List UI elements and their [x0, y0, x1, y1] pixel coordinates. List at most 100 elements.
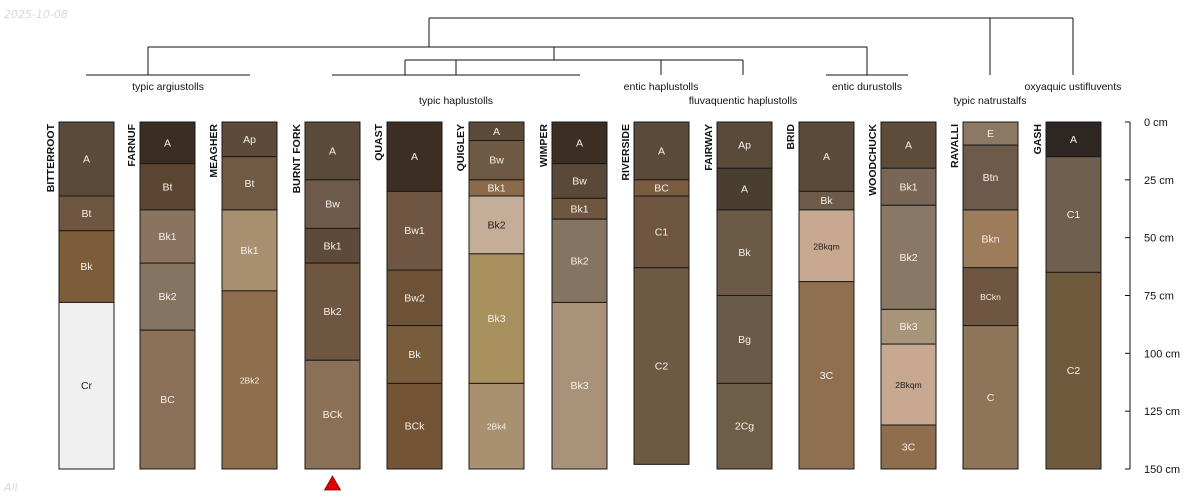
horizon-2bk4 — [468, 382, 525, 470]
horizon-label: A — [1070, 134, 1077, 146]
horizon-bk1 — [304, 227, 361, 264]
horizon-bk3 — [880, 308, 937, 345]
horizon-2cg — [716, 382, 773, 470]
horizon-label: Bk2 — [570, 255, 588, 267]
horizon-label: A — [329, 145, 336, 157]
profile-quast: A Bw1 Bw2 Bk BCk QUAST — [373, 121, 443, 470]
horizon-label: Bw1 — [404, 225, 425, 237]
horizon-bk2 — [139, 262, 196, 331]
horizon-label: Bt — [245, 178, 255, 190]
horizon-label: Bk1 — [570, 203, 588, 215]
horizon-label: Cr — [81, 380, 93, 392]
horizon-label: Bw — [572, 175, 587, 187]
group-label: oxyaquic ustifluvents — [1025, 81, 1122, 93]
horizon-label: Bk3 — [570, 380, 588, 392]
group-label: typic natrustalfs — [954, 95, 1027, 107]
horizon-a — [551, 121, 608, 165]
axis-tick-label: 100 cm — [1144, 348, 1180, 360]
horizon-label: Bg — [738, 334, 751, 346]
horizon-label: A — [576, 137, 583, 149]
horizon-label: Bk1 — [899, 181, 917, 193]
horizon-label: A — [658, 145, 665, 157]
horizon-bck — [304, 359, 361, 470]
horizon-bk2 — [880, 204, 937, 310]
profile-name: WIMPER — [538, 124, 550, 168]
corner-label: All — [4, 481, 18, 494]
horizon-a — [304, 121, 361, 181]
horizon-label: Bk2 — [899, 252, 917, 264]
profile-bitterroot: A Bt Bk Cr BITTERROOT — [45, 121, 115, 470]
group-typic-argiustolls: typic argiustolls — [86, 74, 250, 93]
horizon-label: Bk — [738, 247, 751, 259]
profile-name: FAIRWAY — [703, 124, 715, 171]
profile-columns: A Bt Bk Cr BITTERROOT A Bt Bk1 Bk2 BC FARNUF Ap Bt Bk… — [45, 121, 1102, 491]
horizon-label: Bw — [325, 199, 340, 211]
horizon-label: BC — [160, 394, 175, 406]
horizon-bw1 — [386, 190, 443, 271]
horizon-2bkqm — [798, 209, 855, 283]
horizon-bw — [551, 163, 608, 199]
horizon-label: BCkn — [980, 292, 1001, 302]
group-fluvaquentic-haplustolls: fluvaquentic haplustolls — [689, 95, 798, 107]
profile-name: GASH — [1032, 124, 1044, 154]
horizon-c2 — [633, 267, 690, 465]
group-entic-haplustolls: entic haplustolls — [624, 81, 699, 93]
group-typic-natrustalfs: typic natrustalfs — [954, 95, 1027, 107]
horizon-label: A — [823, 151, 830, 163]
horizon-label: Bt — [163, 181, 173, 193]
group-label: entic haplustolls — [624, 81, 699, 93]
horizon-label: C1 — [655, 226, 669, 238]
horizon-label: A — [905, 140, 912, 152]
horizon-label: C — [987, 392, 995, 404]
group-label: fluvaquentic haplustolls — [689, 95, 798, 107]
profile-quigley: A Bw Bk1 Bk2 Bk3 2Bk4 QUIGLEY — [455, 121, 525, 470]
profile-name: QUIGLEY — [455, 124, 467, 171]
axis-tick-label: 0 cm — [1144, 117, 1168, 129]
profile-name: BRID — [785, 124, 797, 150]
group-oxyaquic-ustifluvents: oxyaquic ustifluvents — [1025, 81, 1122, 93]
horizon-a — [58, 121, 115, 197]
horizon-label: Bk2 — [323, 306, 341, 318]
horizon-bc — [139, 329, 196, 470]
horizon-bk1 — [880, 167, 937, 206]
horizon-label: 2Bk2 — [240, 375, 260, 385]
horizon-label: Bkn — [981, 233, 999, 245]
horizon-bw2 — [386, 269, 443, 327]
horizon-cr — [58, 301, 115, 470]
horizon-label: Bk — [408, 349, 421, 361]
horizon-bt — [221, 156, 278, 211]
horizon-label: Bw — [489, 155, 504, 167]
horizon-label: 2Bkqm — [895, 380, 921, 390]
horizon-label: Bk3 — [487, 313, 505, 325]
marker-triangle — [323, 475, 342, 491]
profile-wimper: A Bw Bk1 Bk2 Bk3 WIMPER — [538, 121, 608, 470]
profile-ravalli: E Btn Bkn BCkn C RAVALLI — [949, 121, 1019, 470]
profile-name: BURNT FORK — [291, 124, 303, 194]
horizon-bckn — [962, 267, 1019, 327]
horizon-bk3 — [551, 301, 608, 470]
horizon-label: BC — [654, 182, 669, 194]
dendrogram — [147, 17, 1074, 75]
horizon-label: BCk — [323, 409, 344, 421]
horizon-2bk2 — [221, 290, 278, 470]
date-label: 2025-10-08 — [4, 8, 68, 21]
depth-axis: 0 cm 25 cm 50 cm 75 cm 100 cm 125 cm 150 cm — [1125, 117, 1180, 476]
horizon-bk — [58, 230, 115, 303]
horizon-bk1 — [139, 209, 196, 264]
horizon-a — [386, 121, 443, 192]
horizon-label: A — [83, 154, 90, 166]
horizon-bk — [716, 209, 773, 296]
group-entic-durustolls: entic durustolls — [826, 74, 908, 93]
profile-meagher: Ap Bt Bk1 2Bk2 MEAGHER — [208, 121, 278, 470]
horizon-c1 — [1045, 156, 1102, 273]
horizon-2bkqm — [880, 343, 937, 426]
horizon-label: 3C — [902, 442, 916, 454]
horizon-label: Ap — [243, 134, 256, 146]
horizon-ap — [221, 121, 278, 158]
profile-burnt-fork: A Bw Bk1 Bk2 BCk BURNT FORK — [291, 121, 361, 470]
axis-tick-label: 25 cm — [1144, 175, 1174, 187]
profile-riverside: A BC C1 C2 RIVERSIDE — [620, 121, 690, 465]
horizon-label: Btn — [983, 172, 999, 184]
horizon-ap — [716, 121, 773, 169]
horizon-label: Bk1 — [158, 231, 176, 243]
